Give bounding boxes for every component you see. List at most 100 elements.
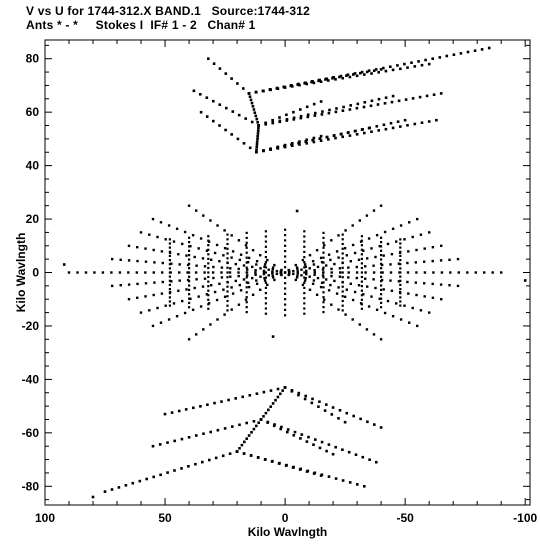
uv-point	[284, 287, 287, 290]
uv-point	[305, 105, 309, 109]
uv-point	[231, 110, 235, 113]
uv-point	[414, 261, 417, 264]
uv-point	[362, 105, 366, 109]
uv-point	[423, 282, 426, 285]
uv-point	[245, 311, 248, 314]
uv-point	[360, 253, 363, 256]
uv-point	[379, 68, 383, 71]
uv-point	[151, 217, 155, 221]
uv-point	[259, 267, 262, 270]
uv-point	[229, 267, 232, 270]
uv-point	[294, 278, 297, 282]
uv-point	[207, 303, 210, 306]
uv-point	[304, 140, 308, 143]
uv-point	[263, 279, 267, 282]
uv-point	[317, 405, 320, 408]
uv-point	[245, 421, 248, 425]
uv-point	[389, 271, 393, 274]
uv-point	[399, 259, 402, 262]
uv-point	[215, 243, 219, 247]
uv-point	[399, 296, 402, 299]
uv-point	[161, 261, 164, 265]
y-tick-label: 20	[26, 212, 40, 226]
uv-point	[207, 244, 210, 247]
uv-point	[420, 63, 424, 67]
uv-point	[361, 128, 364, 131]
uv-point	[360, 298, 363, 301]
uv-point	[237, 239, 241, 242]
uv-point	[339, 271, 342, 274]
uv-point	[262, 415, 265, 418]
uv-point	[322, 236, 325, 239]
uv-point	[298, 143, 301, 146]
uv-point	[380, 293, 383, 296]
uv-point	[212, 119, 215, 123]
uv-point	[188, 236, 191, 239]
uv-point	[103, 490, 107, 493]
uv-point	[320, 440, 324, 444]
uv-point	[399, 271, 402, 274]
uv-point	[319, 285, 323, 289]
uv-point	[152, 248, 155, 252]
uv-point	[168, 246, 171, 249]
uv-point	[413, 65, 417, 68]
uv-point	[399, 300, 402, 303]
uv-point	[370, 295, 373, 298]
uv-point	[341, 276, 344, 279]
uv-point	[348, 481, 352, 484]
uv-point	[226, 257, 229, 260]
uv-point	[197, 247, 200, 250]
uv-point	[226, 295, 229, 298]
uv-point	[209, 323, 212, 326]
uv-point	[360, 235, 363, 238]
uv-point	[389, 65, 392, 68]
uv-point	[416, 217, 419, 221]
uv-point	[427, 62, 431, 66]
uv-point	[300, 274, 303, 277]
uv-point	[297, 391, 301, 395]
uv-point	[375, 125, 379, 128]
uv-point	[319, 80, 323, 83]
uv-point	[383, 102, 387, 105]
uv-point	[380, 297, 383, 300]
uv-point	[230, 256, 233, 259]
uv-point	[256, 134, 259, 138]
uv-point	[296, 272, 299, 275]
uv-point	[243, 440, 246, 444]
uv-point	[127, 283, 131, 286]
uv-point	[248, 394, 252, 397]
uv-point	[344, 313, 347, 316]
uv-point	[379, 204, 383, 207]
uv-point	[435, 118, 438, 122]
uv-point	[247, 434, 251, 437]
uv-point	[440, 271, 444, 274]
uv-point	[327, 253, 331, 256]
uv-point	[347, 271, 350, 274]
uv-point	[180, 467, 183, 470]
uv-point	[252, 427, 256, 431]
uv-point	[188, 284, 191, 287]
uv-point	[349, 282, 352, 285]
uv-point	[207, 262, 210, 265]
x-axis-label: Kilo Wavlngth	[248, 525, 328, 539]
uv-point	[245, 266, 248, 269]
uv-point	[255, 117, 259, 121]
uv-point	[292, 272, 295, 276]
uv-point	[473, 49, 477, 52]
uv-point	[164, 304, 167, 307]
uv-point	[343, 247, 347, 250]
uv-point	[325, 77, 329, 81]
uv-point	[322, 281, 325, 284]
uv-point	[218, 67, 222, 70]
uv-point	[276, 147, 280, 150]
uv-point	[415, 293, 418, 297]
uv-point	[269, 88, 272, 91]
uv-point	[448, 284, 451, 287]
uv-point	[246, 268, 249, 271]
uv-point	[254, 114, 258, 118]
uv-point	[417, 60, 420, 63]
uv-point	[372, 333, 376, 336]
uv-point	[199, 110, 203, 114]
uv-point	[226, 285, 229, 288]
uv-point	[306, 469, 310, 473]
